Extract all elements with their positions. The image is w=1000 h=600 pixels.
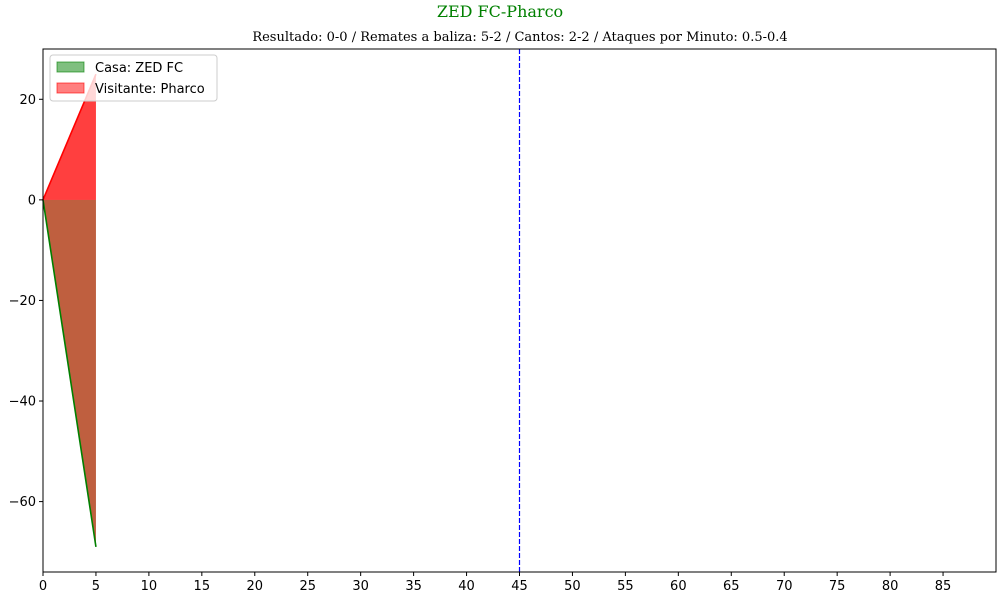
legend-swatch-1 [56,82,85,94]
area-between-series [43,74,96,547]
chart-title: ZED FC-Pharco [437,2,563,21]
legend-box [49,54,218,102]
legend-swatch-0 [56,61,85,73]
x-tick-label-10: 10 [141,579,158,594]
x-tick-label-35: 35 [405,579,422,594]
x-tick-label-80: 80 [882,579,899,594]
x-tick-label-50: 50 [564,579,581,594]
x-tick-label-60: 60 [670,579,687,594]
y-tick-label-0: 0 [28,193,36,208]
x-tick-label-0: 0 [39,579,47,594]
x-tick-label-75: 75 [829,579,846,594]
x-tick-label-55: 55 [617,579,634,594]
x-tick-label-70: 70 [776,579,793,594]
line-series-0 [42,199,97,547]
y-tick-label-20: 20 [19,93,36,108]
legend-label-1: Visitante: Pharco [95,82,205,97]
x-tick-label-15: 15 [194,579,211,594]
chart-subtitle: Resultado: 0-0 / Remates a baliza: 5-2 /… [252,30,787,45]
x-tick-label-65: 65 [723,579,740,594]
x-tick-label-40: 40 [458,579,475,594]
y-tick-label--20: −20 [9,294,36,309]
y-tick-label--60: −60 [9,495,36,510]
x-tick-label-20: 20 [247,579,264,594]
y-tick-label--40: −40 [9,395,36,410]
axes: 0 5 10 15 20 25 30 35 40 45 50 55 60 65 70 75 80 85 −60 −40… [9,48,997,594]
legend-label-0: Casa: ZED FC [95,61,183,76]
plot-area [42,49,521,572]
x-tick-label-85: 85 [935,579,952,594]
x-tick-label-25: 25 [299,579,316,594]
legend: Casa: ZED FC Visitante: Pharco [49,54,218,102]
x-tick-label-30: 30 [352,579,369,594]
x-tick-label-45: 45 [511,579,528,594]
x-tick-label-5: 5 [92,579,100,594]
